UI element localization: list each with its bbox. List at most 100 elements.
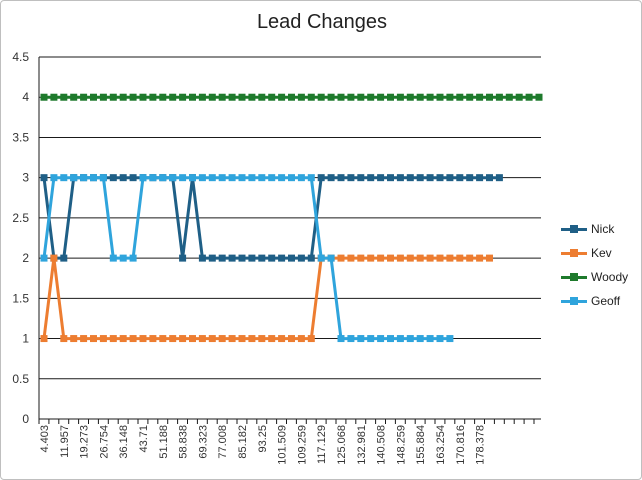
legend-label: Kev — [591, 246, 612, 260]
y-tick-label: 1 — [22, 332, 29, 346]
data-point-woody — [70, 93, 78, 101]
data-point-woody — [238, 93, 246, 101]
data-point-woody — [525, 93, 533, 101]
y-tick-label: 4 — [22, 90, 29, 104]
data-point-woody — [486, 93, 493, 101]
data-point-kev — [80, 335, 88, 343]
data-point-geoff — [40, 254, 48, 262]
data-point-nick — [119, 174, 127, 182]
data-point-nick — [416, 174, 424, 182]
legend-label: Nick — [591, 222, 615, 236]
data-point-geoff — [337, 335, 345, 343]
data-point-nick — [278, 254, 286, 262]
data-point-geoff — [268, 174, 276, 182]
legend-item-kev: Kev — [561, 241, 628, 265]
x-tick-label: 155.884 — [415, 425, 427, 465]
data-point-kev — [228, 335, 236, 343]
y-tick-label: 4.5 — [12, 50, 29, 64]
legend-item-geoff: Geoff — [561, 289, 628, 313]
data-point-geoff — [406, 335, 414, 343]
data-point-kev — [456, 254, 464, 262]
data-point-kev — [347, 254, 355, 262]
legend-item-woody: Woody — [561, 265, 628, 289]
data-point-kev — [139, 335, 147, 343]
data-point-kev — [189, 335, 196, 343]
x-tick-label: 178.378 — [475, 425, 487, 465]
y-tick-label: 3.5 — [12, 130, 29, 144]
data-point-nick — [406, 174, 414, 182]
data-point-geoff — [297, 174, 305, 182]
data-point-nick — [297, 254, 305, 262]
data-point-geoff — [70, 174, 78, 182]
data-point-kev — [198, 335, 206, 343]
data-point-kev — [149, 335, 157, 343]
data-point-woody — [218, 93, 226, 101]
data-point-kev — [70, 335, 78, 343]
data-point-woody — [80, 93, 88, 101]
data-point-geoff — [248, 174, 256, 182]
data-point-nick — [268, 254, 276, 262]
data-point-nick — [337, 174, 345, 182]
x-tick-label: 140.508 — [376, 425, 388, 465]
data-point-woody — [208, 93, 216, 101]
data-point-woody — [139, 93, 147, 101]
legend-swatch — [561, 296, 587, 306]
data-point-woody — [297, 93, 305, 101]
data-point-geoff — [228, 174, 236, 182]
data-point-woody — [377, 93, 385, 101]
x-tick-label: 4.403 — [39, 425, 51, 453]
data-point-geoff — [426, 335, 434, 343]
data-point-woody — [90, 93, 97, 101]
data-point-nick — [109, 174, 117, 182]
x-tick-label: 85.182 — [237, 425, 249, 459]
data-point-woody — [416, 93, 424, 101]
data-point-woody — [189, 93, 196, 101]
data-point-nick — [129, 174, 137, 182]
data-point-woody — [476, 93, 484, 101]
data-point-woody — [406, 93, 414, 101]
data-point-kev — [486, 254, 493, 262]
data-point-woody — [149, 93, 157, 101]
data-point-geoff — [446, 335, 454, 343]
data-point-nick — [367, 174, 375, 182]
data-point-kev — [159, 335, 167, 343]
data-point-geoff — [238, 174, 246, 182]
data-point-kev — [476, 254, 484, 262]
data-point-woody — [99, 93, 107, 101]
x-tick-label: 19.273 — [79, 425, 91, 459]
data-point-geoff — [278, 174, 286, 182]
data-point-woody — [317, 93, 325, 101]
data-point-nick — [40, 174, 48, 182]
data-point-kev — [169, 335, 177, 343]
data-point-nick — [208, 254, 216, 262]
x-tick-label: 125.068 — [336, 425, 348, 465]
data-point-kev — [307, 335, 315, 343]
x-tick-label: 36.148 — [118, 425, 130, 459]
x-tick-label: 58.838 — [178, 425, 190, 459]
data-point-geoff — [317, 254, 325, 262]
series-line-kev — [42, 256, 490, 341]
data-point-kev — [129, 335, 137, 343]
legend-swatch — [561, 272, 587, 282]
data-point-kev — [179, 335, 187, 343]
data-point-kev — [50, 254, 58, 262]
data-point-geoff — [109, 254, 117, 262]
data-point-woody — [426, 93, 434, 101]
x-tick-label: 109.259 — [296, 425, 308, 465]
data-point-geoff — [208, 174, 216, 182]
data-point-kev — [367, 254, 375, 262]
x-tick-label: 51.188 — [158, 425, 170, 459]
legend-swatch — [561, 224, 587, 234]
data-point-nick — [179, 254, 187, 262]
data-point-geoff — [149, 174, 157, 182]
data-point-kev — [406, 254, 414, 262]
data-point-nick — [426, 174, 434, 182]
data-point-geoff — [377, 335, 385, 343]
data-point-woody — [50, 93, 58, 101]
data-point-nick — [198, 254, 206, 262]
data-point-nick — [238, 254, 246, 262]
data-point-nick — [377, 174, 385, 182]
x-tick-label: 26.754 — [98, 425, 110, 459]
data-point-nick — [476, 174, 484, 182]
data-point-geoff — [367, 335, 375, 343]
